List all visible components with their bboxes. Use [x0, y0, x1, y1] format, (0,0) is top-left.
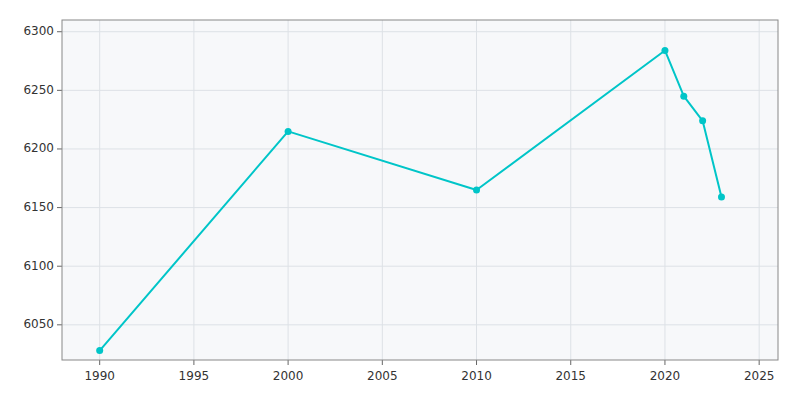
y-tick: [57, 324, 62, 325]
point: [680, 93, 687, 100]
x-tick-label: 2000: [273, 369, 304, 383]
y-tick: [57, 90, 62, 91]
x-tick-label: 2005: [367, 369, 398, 383]
x-tick-label: 1995: [179, 369, 210, 383]
point: [661, 47, 668, 54]
x-tick: [382, 360, 383, 365]
x-tick: [570, 360, 571, 365]
y-grid-line: [62, 207, 778, 208]
y-tick: [57, 207, 62, 208]
x-tick: [288, 360, 289, 365]
page: {"chart_data": {"type": "line", "x": [19…: [0, 0, 800, 400]
x-tick-label: 2015: [555, 369, 586, 383]
chart-svg: 6050 6100 6150 6200 6250 6300 1990 1995 2000 2005…: [0, 0, 800, 400]
y-tick-label: 6100: [23, 259, 54, 273]
series: [96, 47, 725, 354]
x-grid-line: [99, 20, 100, 360]
y-grid-line: [62, 324, 778, 325]
y-grid-line: [62, 266, 778, 267]
y-tick: [57, 148, 62, 149]
point: [699, 117, 706, 124]
y-tick: [57, 266, 62, 267]
x-tick-label: 2025: [744, 369, 775, 383]
chart-container: 6050 6100 6150 6200 6250 6300 1990 1995 2000 2005…: [0, 0, 800, 400]
plot-background: [62, 20, 778, 360]
x-grid-line: [664, 20, 665, 360]
point: [285, 128, 292, 135]
x-tick-label: 2010: [461, 369, 492, 383]
x-tick: [476, 360, 477, 365]
x-grid-line: [759, 20, 760, 360]
x-tick-label: 2020: [650, 369, 681, 383]
x-tick-label: 1990: [84, 369, 115, 383]
y-tick-label: 6150: [23, 200, 54, 214]
y-tick-label: 6050: [23, 317, 54, 331]
y-grid-line: [62, 148, 778, 149]
x-grid-line: [288, 20, 289, 360]
y-grid-line: [62, 31, 778, 32]
x-grid-line: [193, 20, 194, 360]
x-grid-line: [382, 20, 383, 360]
y-tick: [57, 31, 62, 32]
line: [100, 50, 722, 350]
y-tick-label: 6200: [23, 141, 54, 155]
x-grid-line: [570, 20, 571, 360]
grid: [62, 20, 778, 360]
x-tick: [664, 360, 665, 365]
point: [473, 187, 480, 194]
plot-frame: [62, 20, 778, 360]
x-tick: [193, 360, 194, 365]
x-tick: [99, 360, 100, 365]
y-tick-label: 6300: [23, 24, 54, 38]
axes: 6050 6100 6150 6200 6250 6300 1990 1995 2000 2005…: [23, 24, 774, 383]
x-tick: [759, 360, 760, 365]
point: [718, 194, 725, 201]
y-grid-line: [62, 90, 778, 91]
point: [96, 347, 103, 354]
y-tick-label: 6250: [23, 83, 54, 97]
